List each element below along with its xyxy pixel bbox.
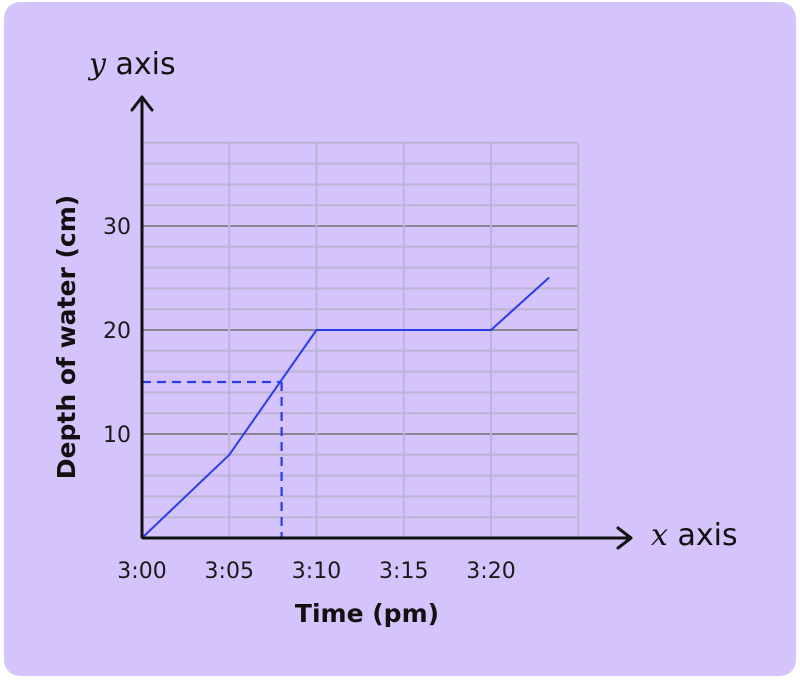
x-tick-label: 3:10 — [292, 559, 341, 584]
y-axis-arrow-icon — [130, 95, 154, 112]
y-axis-variable: y — [87, 47, 107, 82]
chart-card — [4, 2, 796, 676]
y-tick-label: 30 — [103, 215, 131, 240]
axes — [130, 95, 633, 550]
y-axis-name: y axis — [87, 47, 176, 82]
grid — [142, 141, 580, 538]
x-tick-label: 3:15 — [379, 559, 428, 584]
x-axis-arrow-icon — [616, 526, 633, 550]
x-axis-title: Time (pm) — [295, 599, 439, 628]
y-axis-word: axis — [116, 47, 176, 82]
x-tick-label: 3:05 — [205, 559, 254, 584]
guide-lines — [142, 380, 283, 538]
x-axis-name: x axis — [651, 518, 738, 553]
x-tick-label: 3:20 — [466, 559, 515, 584]
x-axis-word: axis — [677, 518, 737, 553]
y-axis-title: Depth of water (cm) — [52, 195, 81, 479]
y-tick-label: 20 — [103, 319, 131, 344]
tick-labels: 3:00 3:05 3:10 3:15 3:20 10 20 30 — [103, 215, 516, 584]
series-line-1 — [141, 277, 550, 539]
x-axis-variable: x — [651, 518, 668, 553]
x-tick-label: 3:00 — [117, 559, 166, 584]
series-group — [141, 277, 550, 539]
y-tick-label: 10 — [103, 423, 131, 448]
